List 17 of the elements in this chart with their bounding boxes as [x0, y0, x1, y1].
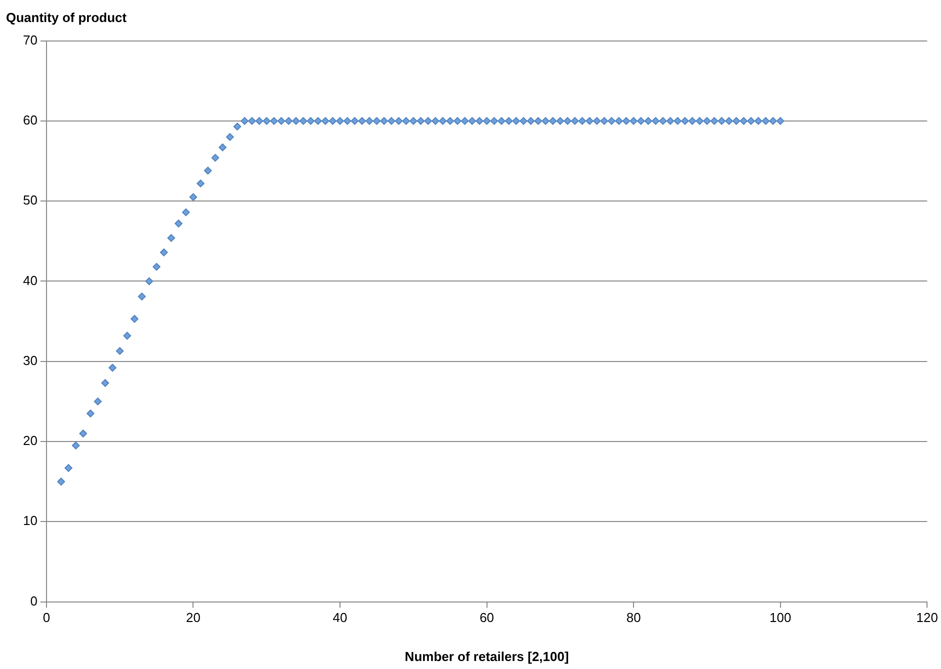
y-tick-label: 30 [22, 352, 38, 368]
x-tick-label: 120 [916, 610, 938, 626]
x-tick-label: 60 [480, 610, 494, 626]
x-tick-label: 20 [186, 610, 200, 626]
x-tick-label: 100 [770, 610, 792, 626]
y-tick-label: 40 [22, 272, 38, 288]
x-tick-label: 0 [42, 610, 50, 626]
y-axis-title: Quantity of product [6, 10, 127, 25]
y-tick-label: 50 [22, 192, 38, 208]
y-tick-label: 0 [30, 593, 38, 608]
x-axis-title: Number of retailers [2,100] [404, 648, 569, 664]
x-tick-label: 80 [626, 610, 641, 626]
y-tick-label: 10 [22, 513, 38, 528]
y-tick-label: 20 [22, 433, 38, 448]
y-tick-label: 60 [22, 112, 38, 128]
y-tick-label: 70 [22, 32, 38, 48]
x-tick-label: 40 [332, 610, 348, 626]
